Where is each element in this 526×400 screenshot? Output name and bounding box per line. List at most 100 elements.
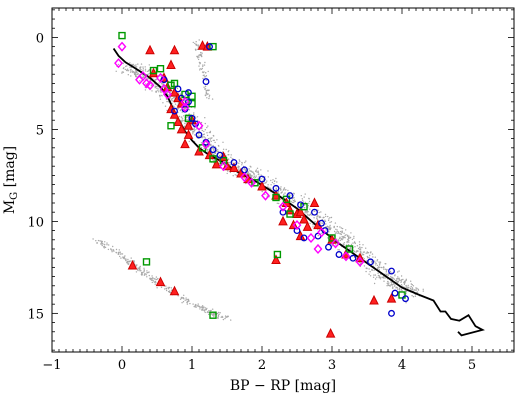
magenta-diamond-point [313, 243, 323, 255]
field-star-dot [398, 287, 401, 290]
field-star-dot [287, 189, 289, 192]
field-star-dot [245, 182, 247, 185]
field-star-dot [213, 135, 215, 137]
field-star-dot [232, 175, 234, 177]
field-star-dot [397, 280, 400, 282]
field-star-dot [250, 166, 252, 168]
field-star-dot [104, 241, 106, 243]
field-star-dot [203, 71, 205, 73]
field-star-dot [199, 308, 201, 310]
field-star-dot [273, 180, 276, 183]
field-star-dot [150, 279, 153, 281]
field-star-dot [164, 288, 166, 290]
field-star-dot [106, 244, 108, 246]
field-star-dot [193, 131, 195, 133]
field-star-dot [103, 246, 105, 248]
field-star-dot [96, 242, 98, 244]
field-star-dot [416, 287, 418, 290]
red-triangle-point [180, 138, 190, 149]
field-star-dot [182, 301, 185, 303]
field-star-dot [398, 270, 400, 272]
field-star-dot [199, 54, 201, 56]
field-star-dot [308, 197, 310, 200]
field-star-dot [170, 289, 173, 291]
field-star-dot [340, 227, 342, 229]
field-star-dot [135, 66, 138, 68]
field-star-dot [160, 94, 162, 97]
field-star-dot [374, 274, 377, 276]
field-star-dot [309, 208, 311, 210]
field-star-dot [196, 119, 199, 122]
green-square-point [286, 210, 294, 218]
field-star-dot [113, 250, 115, 252]
field-star-dot [227, 154, 229, 156]
field-star-dot [168, 286, 171, 289]
field-star-dot [135, 69, 137, 71]
field-star-dot [403, 282, 406, 284]
field-star-dot [181, 120, 183, 122]
field-star-dot [197, 303, 199, 305]
field-star-dot [212, 139, 214, 142]
field-star-dot [379, 262, 381, 265]
field-star-dot [193, 127, 196, 129]
field-star-dot [199, 63, 201, 65]
field-star-dot [353, 249, 355, 252]
magenta-diamond-point [341, 251, 351, 262]
field-star-dot [203, 147, 205, 149]
field-star-dot [142, 75, 145, 77]
field-star-dot [213, 139, 215, 142]
field-star-dot [378, 264, 381, 266]
field-star-dot [251, 171, 253, 173]
field-star-dot [392, 287, 394, 289]
magenta-diamond-point [317, 227, 326, 238]
field-star-dot [207, 137, 210, 140]
field-star-dot [119, 255, 121, 258]
field-star-dot [204, 137, 207, 139]
field-star-dot [110, 248, 112, 251]
field-star-dot [137, 267, 139, 269]
field-star-dot [107, 248, 110, 251]
field-star-dot [397, 288, 399, 290]
field-star-dot [146, 70, 148, 73]
field-star-dot [97, 239, 100, 242]
field-star-dot [339, 236, 341, 238]
field-star-dot [205, 79, 207, 81]
red-triangle-point [148, 67, 159, 78]
field-star-dot [136, 264, 138, 266]
field-star-dot [184, 94, 186, 97]
field-star-dot [136, 268, 139, 271]
x-axis-label: BP − RP [mag] [230, 378, 336, 394]
green-square-point [156, 65, 165, 73]
field-star-dot [185, 297, 187, 299]
field-star-dot [320, 222, 322, 224]
field-star-dot [309, 222, 311, 225]
magenta-diamond-point [194, 120, 204, 131]
field-star-dot [397, 271, 399, 273]
field-star-dot [204, 129, 206, 131]
magenta-diamond-point [240, 172, 249, 183]
field-star-dot [153, 281, 156, 283]
field-star-dot [179, 298, 182, 300]
red-triangle-point [278, 215, 288, 226]
field-star-dot [148, 69, 151, 71]
field-star-dot [203, 74, 205, 76]
green-square-point [328, 234, 336, 242]
field-star-dot [359, 248, 362, 250]
field-star-dot [153, 278, 155, 280]
red-triangle-point [173, 92, 183, 103]
field-star-dot [195, 306, 197, 308]
field-star-dot [151, 279, 154, 281]
field-star-dot [222, 141, 224, 143]
field-star-dot [128, 263, 130, 265]
field-star-dot [255, 170, 257, 172]
red-triangle-point [325, 327, 336, 338]
field-star-dot [394, 284, 396, 286]
field-star-dot [138, 266, 141, 268]
field-star-dot [130, 260, 132, 262]
field-star-dot [194, 123, 196, 126]
field-star-dot [203, 130, 205, 133]
magenta-diamond-point [331, 238, 340, 249]
field-star-dot [328, 228, 330, 231]
field-star-dot [108, 244, 110, 246]
field-star-dot [204, 61, 206, 64]
